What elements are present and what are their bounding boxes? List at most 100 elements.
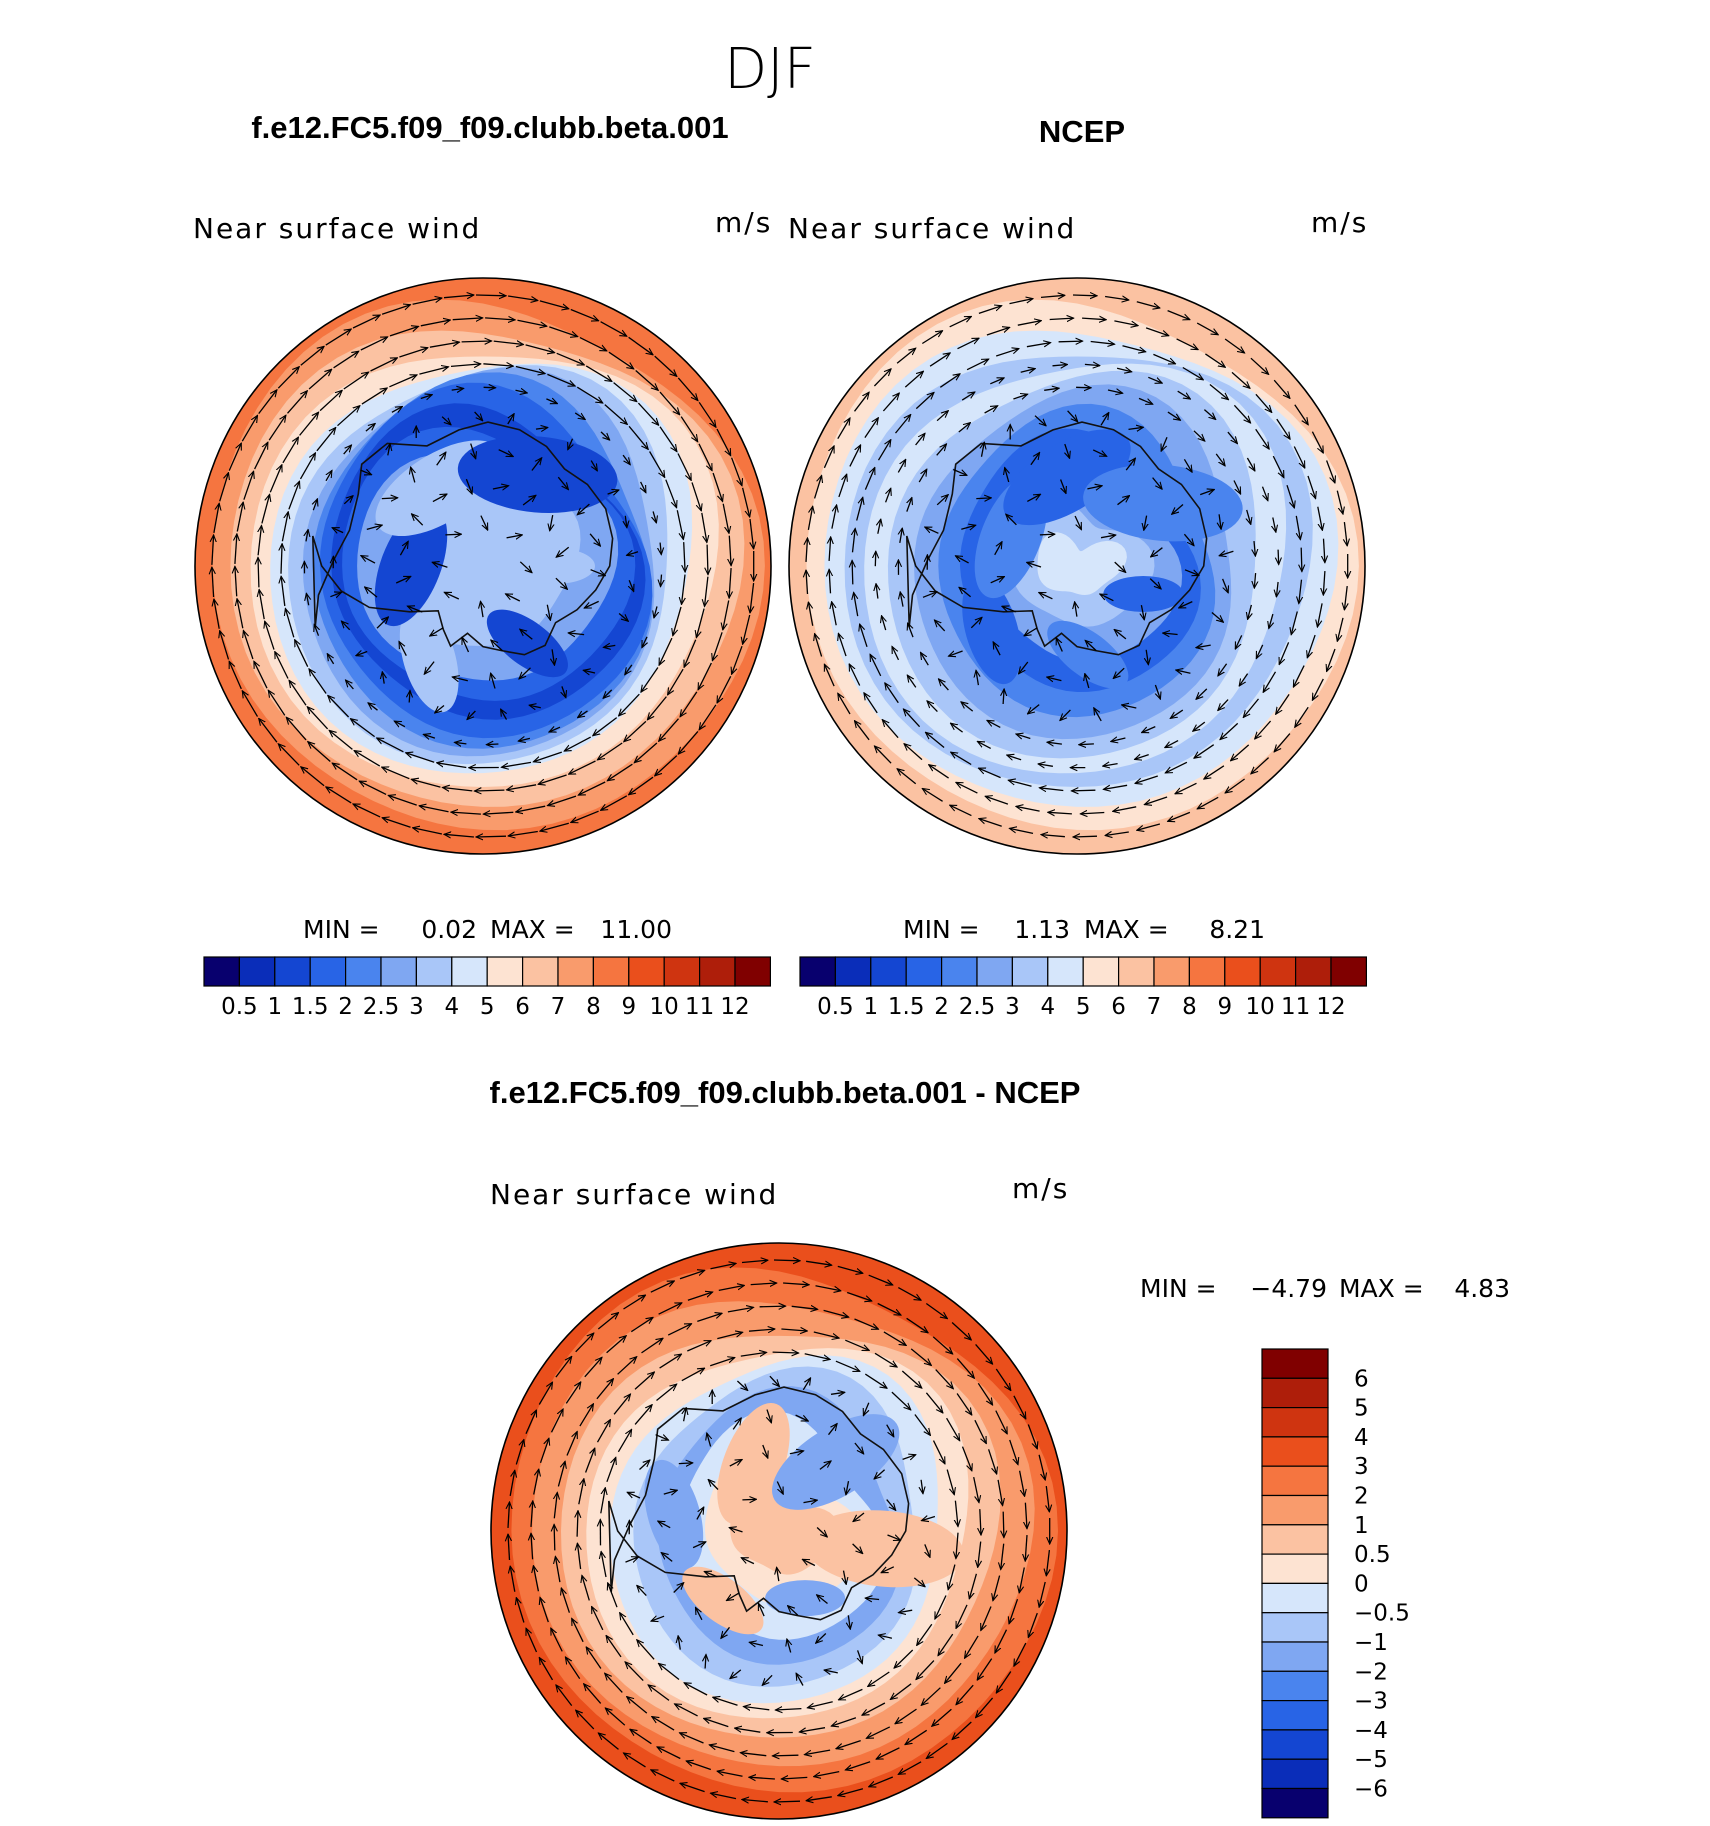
- diff-wind-arrow: [555, 1356, 572, 1378]
- model-wind-arrow: [420, 320, 451, 327]
- obs-wind-arrow: [807, 506, 812, 531]
- model-wind-arrow: [540, 822, 569, 831]
- diff-wind-arrow: [948, 1564, 956, 1590]
- diff-wind-arrow: [658, 1521, 671, 1529]
- model-wind-arrow: [603, 645, 616, 647]
- obs-units-label: m/s: [1311, 206, 1368, 239]
- model-wind-arrow: [717, 676, 732, 703]
- model-wind-arrow: [668, 668, 684, 695]
- obs-wind-arrow: [1125, 458, 1135, 471]
- diff-wind-arrow: [955, 1604, 968, 1629]
- diff-wind-arrow: [710, 1263, 737, 1270]
- model-coastline: [312, 421, 614, 656]
- diff-wind-arrow: [993, 1575, 1001, 1601]
- diff-wind-arrow: [648, 1685, 670, 1701]
- diff-wind-arrow: [877, 1302, 901, 1316]
- model-wind-arrow: [562, 686, 566, 697]
- obs-wind-arrow: [1196, 645, 1211, 648]
- model-wind-arrow: [307, 707, 329, 730]
- diff-wind-arrow: [608, 1583, 618, 1608]
- diff-wind-arrow: [891, 1391, 911, 1410]
- obs-wind-arrow: [1167, 309, 1190, 320]
- model-wind-arrow: [607, 763, 633, 781]
- model-wind-arrow: [750, 583, 754, 613]
- diff-wind-arrow: [868, 1671, 890, 1687]
- obs-wind-arrow: [929, 765, 949, 779]
- diff-wind-arrow: [932, 1708, 952, 1726]
- obs-wind-arrow: [1085, 674, 1089, 689]
- diff-wind-arrow: [961, 1446, 972, 1471]
- diff-contour-patch: [804, 1510, 964, 1588]
- obs-wind-arrow: [934, 620, 946, 632]
- diff-wind-arrow: [709, 1358, 735, 1367]
- model-wind-arrow: [676, 510, 683, 539]
- colorbar-tick-label: 0.5: [221, 994, 258, 1020]
- model-wind-arrow: [481, 601, 484, 618]
- model-wind-arrow: [641, 636, 647, 648]
- model-wind-arrow: [578, 781, 606, 795]
- diff-wind-arrow: [1013, 1395, 1026, 1419]
- model-wind-arrow: [658, 637, 673, 665]
- obs-wind-arrow: [1030, 453, 1040, 466]
- obs-min-value: 1.13: [1014, 915, 1070, 944]
- diff-contour-patch: [717, 1402, 790, 1525]
- model-wind-arrow: [520, 629, 533, 640]
- obs-wind-arrow: [894, 415, 911, 434]
- obs-wind-arrow: [979, 819, 1002, 827]
- model-wind-arrow: [486, 744, 499, 745]
- model-wind-arrow: [533, 751, 563, 762]
- obs-wind-arrow: [936, 411, 948, 422]
- obs-wind-arrow: [1137, 823, 1161, 830]
- obs-wind-arrow: [908, 623, 914, 638]
- obs-wind-arrow: [806, 538, 808, 562]
- obs-wind-arrow: [1312, 678, 1324, 700]
- diff-wind-arrow: [533, 1566, 540, 1592]
- model-wind-arrow: [259, 718, 278, 743]
- diff-wind-vectors: [508, 1260, 1050, 1802]
- diff-wind-arrow: [561, 1588, 571, 1613]
- diff-wind-arrow: [935, 1369, 954, 1389]
- model-wind-arrow: [435, 704, 445, 714]
- obs-wind-arrow: [957, 338, 980, 350]
- diff-wind-arrow: [679, 1270, 705, 1280]
- diff-wind-arrow: [952, 1721, 972, 1740]
- model-wind-arrow: [370, 358, 398, 372]
- obs-wind-arrow: [1084, 364, 1100, 365]
- colorbar-box: [799, 956, 837, 987]
- model-wind-arrow: [698, 443, 712, 471]
- model-wind-arrow: [519, 561, 532, 573]
- colorbar-box: [592, 956, 630, 987]
- model-wind-arrow: [515, 365, 545, 374]
- obs-wind-arrow: [1038, 764, 1054, 766]
- model-wind-arrow: [741, 487, 750, 517]
- obs-wind-arrow: [1100, 535, 1116, 538]
- obs-wind-arrow: [876, 584, 878, 599]
- diff-wind-arrow: [704, 1718, 729, 1728]
- obs-contour-patch: [1103, 576, 1184, 612]
- model-wind-arrow: [361, 556, 376, 564]
- obs-wind-arrow: [1168, 811, 1191, 821]
- diff-wind-arrow: [946, 1417, 960, 1441]
- model-wind-arrow: [359, 781, 387, 795]
- obs-wind-arrow: [838, 693, 851, 715]
- panel-obs: Near surface wind m/s MIN = 1.13 MAX = 8…: [788, 206, 1368, 1020]
- obs-wind-arrow: [1175, 782, 1197, 794]
- model-wind-arrow: [492, 486, 509, 489]
- diff-wind-arrow: [655, 1434, 669, 1440]
- obs-wind-arrow: [1276, 694, 1290, 714]
- model-wind-arrow: [377, 738, 404, 753]
- model-wind-arrow: [470, 443, 476, 459]
- obs-wind-arrow: [1317, 603, 1323, 627]
- diff-wind-arrow: [659, 1354, 682, 1369]
- obs-wind-arrow: [1273, 517, 1276, 533]
- obs-wind-arrow: [1176, 338, 1199, 350]
- obs-wind-arrow: [1234, 635, 1243, 649]
- diff-wind-arrow: [906, 1317, 929, 1333]
- model-wind-arrow: [660, 542, 661, 555]
- model-wind-arrow: [628, 336, 653, 355]
- colorbar-box: [1259, 956, 1297, 987]
- obs-wind-arrow: [958, 423, 971, 433]
- obs-wind-arrow: [918, 469, 927, 483]
- obs-wind-arrow: [907, 675, 917, 688]
- obs-wind-arrow: [925, 526, 939, 534]
